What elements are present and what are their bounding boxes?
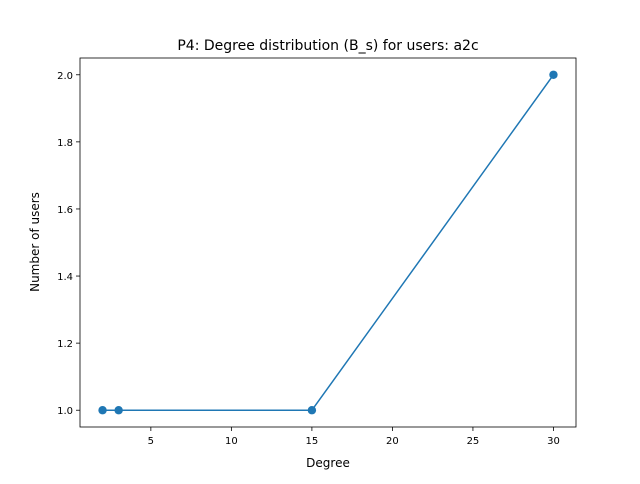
data-point [98,406,107,415]
chart-title: P4: Degree distribution (B_s) for users:… [177,38,478,54]
y-axis-label: Number of users [28,192,42,292]
x-tick-label: 10 [225,436,238,447]
x-tick-label: 5 [148,436,154,447]
y-tick-label: 1.0 [57,406,73,417]
series-line [101,74,555,411]
y-tick-label: 1.6 [57,205,73,216]
x-tick-label: 15 [306,436,319,447]
data-point [114,406,123,415]
y-tick-label: 2.0 [57,71,73,82]
x-tick-label: 20 [386,436,399,447]
y-tick-label: 1.2 [57,339,73,350]
y-tick-label: 1.4 [57,272,73,283]
x-tick-label: 30 [547,436,560,447]
axes-frame [79,57,577,428]
x-axis: 5 10 15 20 25 30 [148,427,560,447]
x-axis-label: Degree [306,456,350,470]
y-tick-label: 1.8 [57,138,73,149]
data-point [549,70,558,79]
x-tick-label: 25 [467,436,480,447]
plot-area [79,57,577,428]
y-axis: 1.0 1.2 1.4 1.6 1.8 2.0 [57,71,80,417]
data-point [307,406,317,415]
